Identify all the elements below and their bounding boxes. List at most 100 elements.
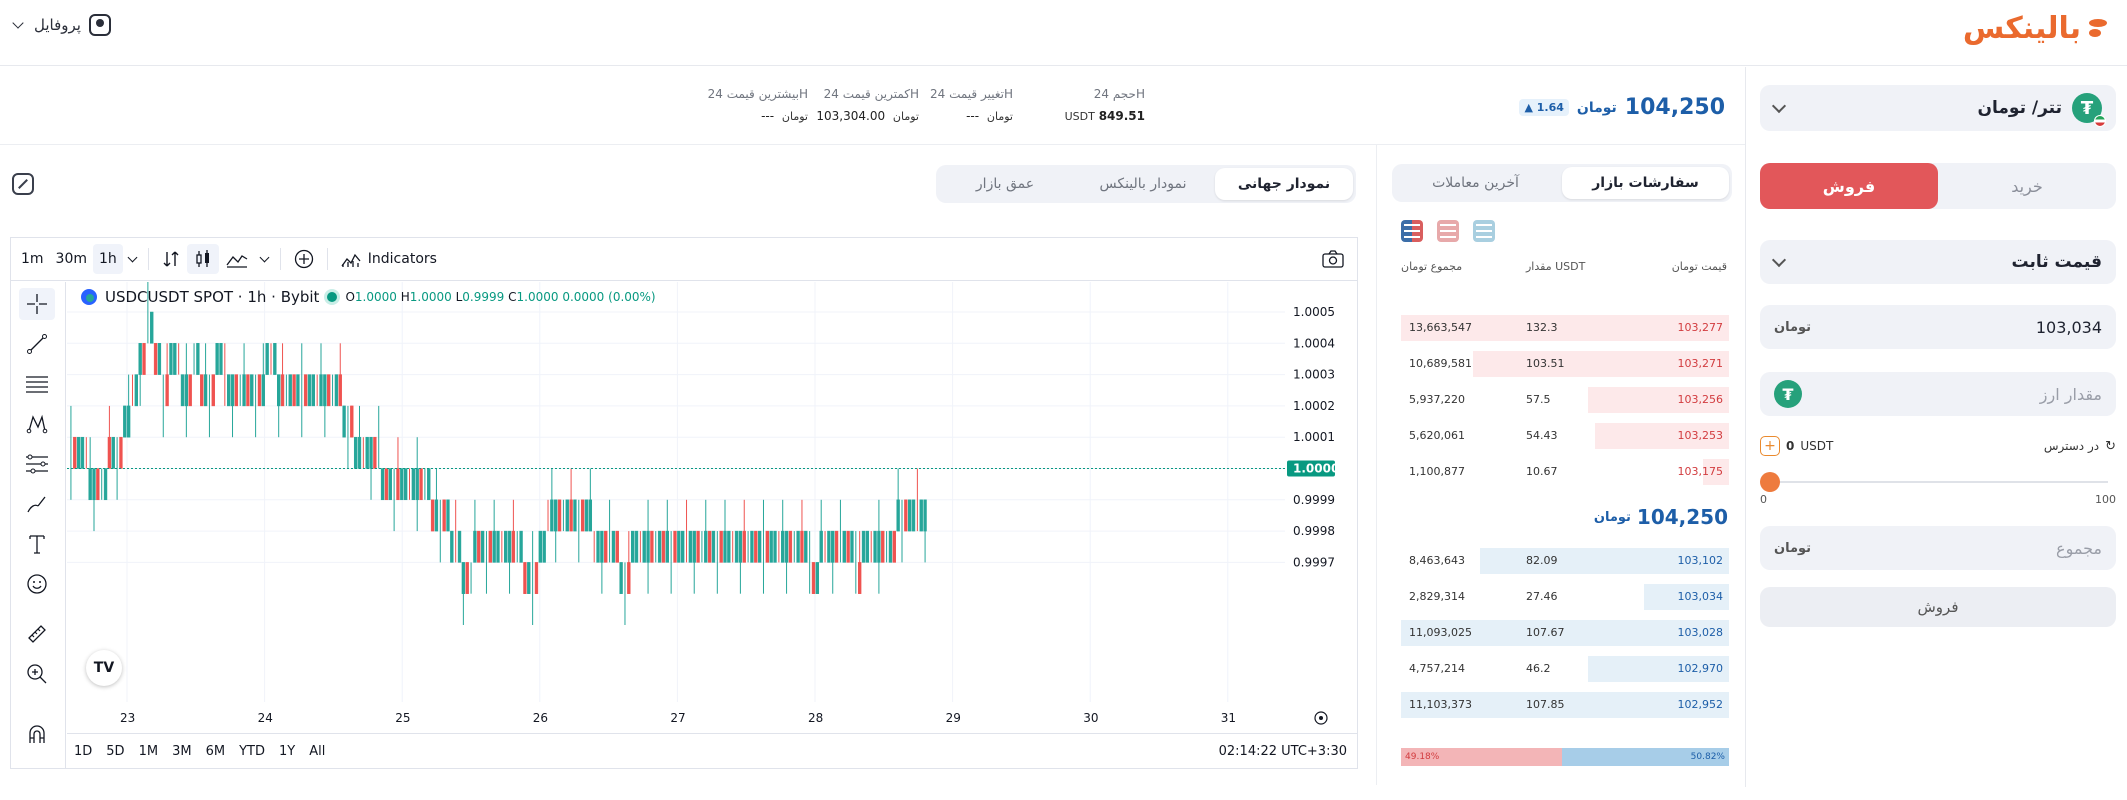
crosshair-icon[interactable] — [19, 288, 55, 320]
candles-chart-type-icon[interactable] — [186, 244, 219, 274]
ask-total: 1,100,877 — [1409, 465, 1465, 478]
slider-handle[interactable] — [1760, 472, 1780, 492]
sell-submit-button[interactable]: فروش — [1760, 587, 2116, 627]
area-chart-type-icon[interactable] — [219, 244, 255, 274]
candle-body — [488, 530, 492, 563]
text-tool-icon[interactable] — [19, 528, 55, 560]
ask-row[interactable]: 5,937,220 57.5 103,256 — [1401, 387, 1729, 413]
bid-row[interactable]: 8,463,643 82.09 103,102 — [1401, 548, 1729, 574]
ask-depth-bar — [1594, 423, 1729, 449]
x-tick-label: 31 — [1221, 711, 1236, 725]
interval-30m[interactable]: 30m — [55, 251, 87, 267]
amount-input[interactable] — [1862, 384, 2102, 404]
range-5d[interactable]: 5D — [106, 744, 125, 759]
price-input[interactable] — [1862, 317, 2102, 337]
candle-body — [307, 374, 312, 407]
total-input[interactable] — [1862, 538, 2102, 558]
ask-row[interactable]: 5,620,061 54.43 103,253 — [1401, 423, 1729, 449]
pair-label: تتر/ تومان — [1977, 98, 2063, 118]
price-field: تومان — [1760, 305, 2116, 349]
slider-min-label: 0 — [1760, 493, 1767, 506]
chevron-down-icon — [1771, 98, 1787, 113]
candle-body — [873, 530, 877, 563]
candle-body — [427, 468, 431, 501]
compare-icon[interactable] — [155, 244, 187, 274]
ask-row[interactable]: 10,689,581 103.51 103,271 — [1401, 351, 1729, 377]
slider-max-label: 100 — [2095, 493, 2116, 506]
orderbook-both-view-icon[interactable] — [1401, 220, 1423, 242]
candle-body — [692, 530, 696, 563]
candle-body — [415, 468, 419, 501]
fib-retracement-icon[interactable] — [19, 368, 55, 400]
orderbook-bids-view-icon[interactable] — [1473, 220, 1495, 242]
tab-market-depth[interactable]: عمق بازار — [975, 176, 1035, 192]
range-all[interactable]: All — [309, 744, 326, 759]
order-type-select[interactable]: قیمت ثابت — [1760, 240, 2116, 284]
tradingview-logo[interactable]: TV — [86, 650, 122, 686]
candle-body — [754, 530, 758, 563]
profile-menu[interactable]: پروفایل — [12, 14, 111, 36]
add-symbol-icon[interactable] — [287, 244, 321, 274]
candle-body — [769, 530, 773, 563]
emoji-icon[interactable] — [19, 568, 55, 600]
tab-balinex-chart[interactable]: نمودار بالینکس — [1099, 176, 1187, 192]
ask-row[interactable]: 13,663,547 132.3 103,277 — [1401, 315, 1729, 341]
tab-global-chart[interactable]: نمودار جهانی — [1215, 168, 1353, 200]
bid-depth-bar — [1479, 548, 1729, 574]
candle-body — [504, 530, 508, 563]
candle-body — [661, 530, 666, 563]
candle-body — [480, 530, 485, 563]
price-chart[interactable]: 1.0005 1.0004 1.0003 1.0002 1.0001 1.0000 0.99… — [67, 282, 1357, 732]
bybit-icon — [81, 289, 97, 305]
range-1m[interactable]: 1M — [138, 744, 159, 759]
stat-low-unit: تومان — [892, 110, 919, 123]
interval-1m[interactable]: 1m — [21, 251, 44, 267]
bid-row[interactable]: 2,829,314 27.46 103,034 — [1401, 584, 1729, 610]
brush-icon[interactable] — [19, 488, 55, 520]
brand-logo[interactable]: بالینکس — [1963, 8, 2109, 48]
pattern-icon[interactable] — [19, 408, 55, 440]
range-6m[interactable]: 6M — [205, 744, 226, 759]
bid-row[interactable]: 4,757,214 46.2 102,970 — [1401, 656, 1729, 682]
range-ytd[interactable]: YTD — [239, 744, 265, 759]
candle-body — [357, 436, 362, 469]
sell-tab[interactable]: فروش — [1760, 163, 1938, 209]
slider-track — [1768, 481, 2108, 483]
amount-slider[interactable]: 0 100 — [1760, 471, 2116, 506]
candle-body — [338, 374, 342, 407]
interval-dropdown-icon[interactable] — [123, 244, 142, 274]
range-3m[interactable]: 3M — [172, 744, 192, 759]
bid-amount: 82.09 — [1526, 554, 1558, 567]
magnet-icon[interactable] — [19, 718, 55, 750]
bid-row[interactable]: 11,103,373 107.85 102,952 — [1401, 692, 1729, 718]
candle-body — [781, 530, 785, 563]
expand-chart-icon[interactable] — [12, 173, 34, 195]
ruler-icon[interactable] — [19, 618, 55, 650]
chart-type-dropdown-icon[interactable] — [255, 244, 274, 274]
orderbook-asks-view-icon[interactable] — [1437, 220, 1459, 242]
indicators-button[interactable]: Indicators — [334, 244, 443, 274]
pair-selector[interactable]: تتر/ تومان ₮ — [1760, 85, 2116, 131]
trend-line-icon[interactable] — [19, 328, 55, 360]
bid-row[interactable]: 11,093,025 107.67 103,028 — [1401, 620, 1729, 646]
buy-tab[interactable]: خرید — [2011, 176, 2043, 196]
price-change-badge: ▲ 1.64 — [1519, 99, 1569, 116]
range-1y[interactable]: 1Y — [278, 744, 296, 759]
chart-clock[interactable]: 02:14:22 UTC+3:30 — [1218, 744, 1347, 759]
zoom-in-icon[interactable] — [19, 658, 55, 690]
tab-market-orders[interactable]: سفارشات بازار — [1562, 167, 1729, 199]
interval-1h[interactable]: 1h — [93, 244, 123, 274]
deposit-plus-button[interactable]: + — [1760, 436, 1780, 456]
ask-row[interactable]: 1,100,877 10.67 103,175 — [1401, 459, 1729, 485]
candle-body — [334, 374, 339, 407]
range-1d[interactable]: 1D — [74, 744, 93, 759]
candle-body — [765, 530, 770, 563]
chevron-down-icon — [12, 17, 24, 29]
ask-price: 103,256 — [1677, 393, 1724, 406]
symbol-label[interactable]: USDCUSDT SPOT · 1h · Bybit — [105, 288, 320, 306]
tab-recent-trades[interactable]: آخرین معاملات — [1432, 175, 1519, 191]
refresh-icon[interactable]: ↻ — [2105, 438, 2116, 454]
prediction-icon[interactable] — [19, 448, 55, 480]
camera-icon[interactable] — [1315, 244, 1351, 274]
profile-label: پروفایل — [34, 16, 81, 34]
